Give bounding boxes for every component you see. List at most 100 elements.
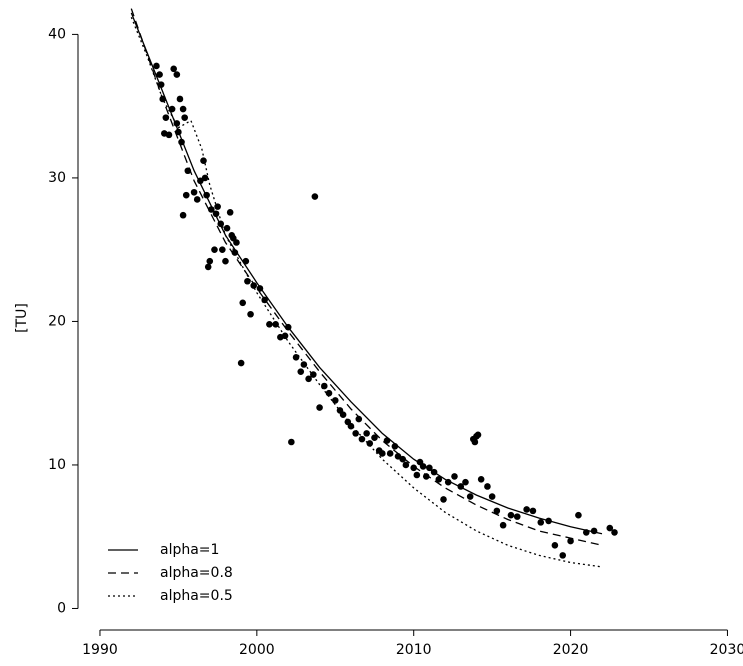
data-point xyxy=(200,157,207,164)
data-point xyxy=(176,95,184,103)
data-point xyxy=(413,471,421,479)
data-point xyxy=(242,257,250,265)
data-point xyxy=(214,203,221,210)
data-point xyxy=(244,277,251,285)
data-point xyxy=(462,478,469,486)
data-point xyxy=(507,511,515,519)
data-point xyxy=(266,321,273,328)
data-point xyxy=(297,368,305,375)
data-point xyxy=(402,461,410,469)
data-point xyxy=(206,257,214,265)
data-point xyxy=(391,442,399,450)
data-point xyxy=(219,246,226,253)
data-point xyxy=(182,191,190,199)
data-point xyxy=(184,167,192,175)
data-point xyxy=(288,438,295,446)
data-point xyxy=(379,450,386,457)
data-point xyxy=(222,257,229,265)
data-point xyxy=(590,527,598,535)
data-point xyxy=(292,354,300,361)
data-point xyxy=(399,455,407,463)
data-point xyxy=(284,323,292,331)
data-point xyxy=(173,71,181,78)
data-point xyxy=(193,196,201,203)
data-point xyxy=(256,285,264,292)
data-point xyxy=(226,209,234,216)
data-point xyxy=(493,507,501,515)
data-point xyxy=(451,473,458,480)
y-axis-label: [TU] xyxy=(14,303,30,333)
data-point xyxy=(300,361,308,368)
data-point xyxy=(211,246,218,253)
data-point xyxy=(153,62,160,70)
data-point xyxy=(366,440,374,447)
data-point xyxy=(551,542,559,549)
y-tick-label: 20 xyxy=(48,313,66,329)
data-point xyxy=(320,382,328,390)
data-point xyxy=(466,493,474,500)
data-point xyxy=(217,220,225,228)
data-point xyxy=(339,411,347,419)
data-point xyxy=(250,282,257,289)
data-point xyxy=(179,211,187,219)
data-point xyxy=(175,128,182,136)
data-point xyxy=(179,105,187,113)
x-tick-label: 2030 xyxy=(710,642,743,658)
data-point xyxy=(523,506,530,513)
data-point xyxy=(611,529,618,536)
legend-label: alpha=0.5 xyxy=(160,588,233,604)
data-point xyxy=(190,188,198,196)
data-point xyxy=(499,521,507,529)
data-point xyxy=(358,435,366,443)
data-point xyxy=(567,537,574,545)
data-point xyxy=(422,473,430,480)
data-point xyxy=(537,519,545,526)
legend-label: alpha=1 xyxy=(160,542,219,558)
x-tick-label: 2010 xyxy=(396,642,432,658)
data-point xyxy=(203,191,210,199)
fit-line xyxy=(130,16,603,568)
data-point xyxy=(162,114,170,121)
data-point xyxy=(316,404,323,411)
data-point xyxy=(419,463,427,470)
data-point xyxy=(430,468,438,476)
data-point xyxy=(477,476,485,483)
data-point xyxy=(457,483,465,490)
data-point xyxy=(383,437,391,444)
data-point xyxy=(426,464,433,472)
data-point xyxy=(157,81,165,88)
y-tick-label: 40 xyxy=(48,26,66,42)
data-point xyxy=(474,431,482,439)
data-point xyxy=(168,105,176,113)
data-point xyxy=(545,517,552,525)
data-point xyxy=(305,375,312,383)
x-tick-label: 2000 xyxy=(239,642,275,658)
data-point xyxy=(181,114,188,121)
data-point xyxy=(471,438,479,446)
data-point xyxy=(311,193,319,200)
data-point xyxy=(575,511,582,519)
data-point xyxy=(212,210,220,218)
data-point xyxy=(165,131,173,139)
data-point xyxy=(223,224,231,232)
data-point xyxy=(178,138,185,146)
data-point xyxy=(325,389,333,397)
data-point xyxy=(331,397,339,404)
y-tick-label: 10 xyxy=(48,457,66,473)
data-point xyxy=(310,371,317,378)
data-point xyxy=(363,430,370,437)
data-point xyxy=(513,513,521,520)
data-point xyxy=(559,552,567,559)
data-point xyxy=(440,496,447,503)
data-point xyxy=(386,450,394,457)
data-point xyxy=(484,483,491,490)
data-point xyxy=(444,478,452,486)
data-point xyxy=(208,206,215,213)
data-point xyxy=(371,434,378,441)
data-point xyxy=(355,415,363,423)
y-tick-label: 30 xyxy=(48,170,66,186)
data-point xyxy=(159,95,167,103)
data-point xyxy=(582,529,590,536)
data-point xyxy=(488,493,496,500)
